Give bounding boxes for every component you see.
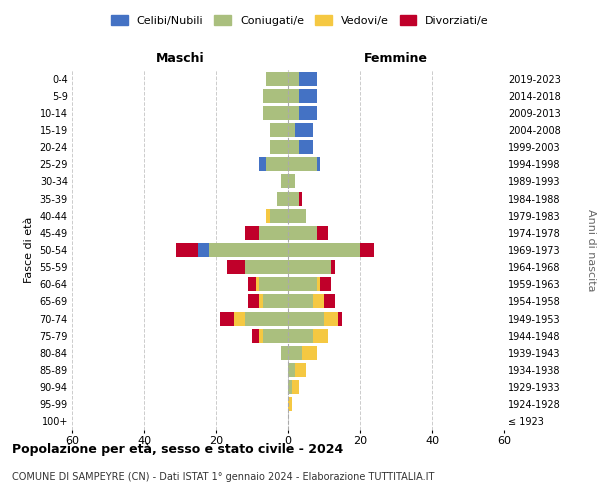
Bar xyxy=(288,192,299,205)
Bar xyxy=(288,312,324,326)
Text: COMUNE DI SAMPEYRE (CN) - Dati ISTAT 1° gennaio 2024 - Elaborazione TUTTITALIA.I: COMUNE DI SAMPEYRE (CN) - Dati ISTAT 1° … xyxy=(12,472,434,482)
Text: Femmine: Femmine xyxy=(364,52,428,65)
Bar xyxy=(281,174,288,188)
Text: Maschi: Maschi xyxy=(155,52,205,65)
Bar xyxy=(176,243,198,257)
Bar xyxy=(263,106,288,120)
Bar xyxy=(295,123,313,137)
Bar xyxy=(259,278,288,291)
Bar xyxy=(252,328,259,342)
Bar xyxy=(227,260,245,274)
Bar xyxy=(288,278,317,291)
Bar xyxy=(259,328,263,342)
Bar xyxy=(234,312,245,326)
Bar xyxy=(288,208,306,222)
Bar xyxy=(256,278,259,291)
Bar xyxy=(288,158,317,172)
Bar xyxy=(288,140,299,154)
Bar xyxy=(313,294,324,308)
Bar xyxy=(259,158,266,172)
Bar xyxy=(295,363,306,377)
Bar xyxy=(288,123,295,137)
Bar xyxy=(324,312,338,326)
Bar xyxy=(302,346,317,360)
Bar xyxy=(288,260,331,274)
Bar xyxy=(288,72,299,86)
Bar xyxy=(259,294,263,308)
Bar xyxy=(263,294,288,308)
Bar xyxy=(198,243,209,257)
Bar xyxy=(288,363,295,377)
Y-axis label: Fasce di età: Fasce di età xyxy=(24,217,34,283)
Bar xyxy=(317,226,328,240)
Bar xyxy=(299,140,313,154)
Bar xyxy=(209,243,288,257)
Bar xyxy=(313,328,328,342)
Bar xyxy=(288,398,292,411)
Bar xyxy=(288,243,360,257)
Bar xyxy=(317,158,320,172)
Bar xyxy=(270,208,288,222)
Legend: Celibi/Nubili, Coniugati/e, Vedovi/e, Divorziati/e: Celibi/Nubili, Coniugati/e, Vedovi/e, Di… xyxy=(107,10,493,30)
Bar xyxy=(288,346,302,360)
Bar xyxy=(281,346,288,360)
Bar xyxy=(288,88,299,102)
Bar xyxy=(263,328,288,342)
Bar xyxy=(270,123,288,137)
Text: Anni di nascita: Anni di nascita xyxy=(586,209,596,291)
Bar xyxy=(288,294,313,308)
Bar xyxy=(245,260,288,274)
Bar xyxy=(245,226,259,240)
Bar xyxy=(259,226,288,240)
Bar xyxy=(292,380,299,394)
Bar xyxy=(266,72,288,86)
Bar xyxy=(248,294,259,308)
Bar xyxy=(288,106,299,120)
Bar xyxy=(299,72,317,86)
Bar xyxy=(288,174,295,188)
Bar xyxy=(263,88,288,102)
Bar xyxy=(317,278,320,291)
Bar xyxy=(245,312,288,326)
Bar xyxy=(248,278,256,291)
Bar xyxy=(288,226,317,240)
Bar xyxy=(299,106,317,120)
Bar xyxy=(288,328,313,342)
Bar xyxy=(288,380,292,394)
Bar xyxy=(320,278,331,291)
Bar xyxy=(331,260,335,274)
Bar xyxy=(360,243,374,257)
Bar xyxy=(324,294,335,308)
Bar xyxy=(220,312,234,326)
Bar xyxy=(266,208,270,222)
Bar xyxy=(277,192,288,205)
Text: Popolazione per età, sesso e stato civile - 2024: Popolazione per età, sesso e stato civil… xyxy=(12,442,343,456)
Bar xyxy=(299,88,317,102)
Bar xyxy=(338,312,342,326)
Bar xyxy=(299,192,302,205)
Bar xyxy=(266,158,288,172)
Bar xyxy=(270,140,288,154)
